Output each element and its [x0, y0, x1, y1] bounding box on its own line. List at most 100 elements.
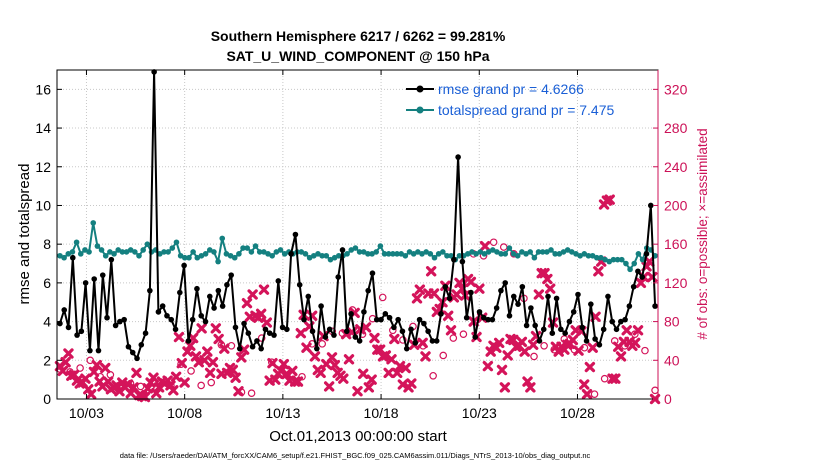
obs-assimilated-marker	[474, 283, 485, 294]
obs-assimilated-marker	[125, 387, 136, 399]
rmse-marker	[279, 324, 286, 331]
rmse-marker	[416, 316, 423, 323]
totalspread-marker	[231, 254, 238, 261]
obs-assimilated-marker	[329, 359, 341, 371]
totalspread-marker	[261, 249, 267, 255]
chart-title: Southern Hemisphere 6217 / 6262 = 99.281…	[211, 28, 506, 44]
rmse-series	[57, 69, 658, 362]
obs-assimilated-marker	[241, 298, 253, 309]
obs-assimilated-marker	[428, 288, 440, 299]
totalspread-marker	[344, 251, 350, 257]
rmse-marker	[343, 328, 350, 335]
rmse-marker	[493, 305, 500, 311]
obs-assimilated-series	[54, 194, 661, 405]
obs-assimilated-marker	[425, 266, 437, 277]
y-tick-label: 16	[35, 81, 51, 97]
rmse-marker	[391, 324, 397, 331]
y-tick-label: 8	[43, 236, 51, 252]
totalspread-marker	[94, 243, 101, 249]
rmse-marker	[600, 326, 607, 333]
obs-possible-marker	[600, 374, 609, 383]
rmse-marker	[540, 326, 547, 333]
rmse-marker	[549, 330, 556, 337]
obs-assimilated-marker	[182, 346, 193, 357]
rmse-marker	[172, 326, 179, 333]
obs-assimilated-marker	[80, 373, 91, 384]
totalspread-marker	[181, 254, 188, 261]
totalspread-series	[57, 220, 658, 273]
obs-assimilated-marker	[414, 284, 426, 295]
totalspread-marker	[127, 247, 134, 253]
rmse-marker	[215, 287, 222, 294]
legend-rmse-marker	[416, 85, 424, 93]
totalspread-marker	[190, 249, 196, 255]
totalspread-marker	[423, 249, 429, 255]
totalspread-marker	[177, 252, 184, 259]
totalspread-marker	[419, 251, 425, 257]
obs-possible-marker	[187, 367, 195, 375]
obs-possible-marker	[439, 351, 448, 360]
totalspread-marker	[265, 251, 271, 257]
obs-assimilated-marker	[301, 342, 312, 353]
rmse-marker	[403, 345, 410, 352]
rmse-marker	[309, 328, 316, 335]
rmse-marker	[609, 318, 616, 325]
rmse-marker	[425, 328, 431, 335]
totalspread-marker	[348, 247, 355, 253]
obs-assimilated-marker	[85, 388, 97, 400]
right-tick-label: 280	[664, 120, 688, 136]
obs-assimilated-marker	[100, 362, 111, 374]
rmse-marker	[249, 343, 256, 350]
obs-assimilated-marker	[111, 380, 122, 391]
totalspread-marker	[240, 245, 246, 251]
rmse-marker	[254, 338, 260, 344]
obs-assimilated-marker	[587, 342, 598, 353]
rmse-marker	[643, 251, 650, 257]
totalspread-marker	[377, 243, 384, 249]
obs-assimilated-marker	[60, 357, 71, 368]
totalspread-marker	[473, 251, 479, 257]
rmse-marker	[647, 202, 654, 209]
totalspread-marker	[86, 249, 92, 255]
obs-assimilated-marker	[196, 323, 207, 334]
rmse-marker	[181, 262, 187, 269]
obs-assimilated-marker	[213, 333, 224, 345]
rmse-marker	[472, 334, 479, 340]
rmse-marker	[583, 338, 590, 344]
totalspread-marker	[618, 256, 625, 263]
obs-assimilated-marker	[88, 366, 100, 378]
obs-assimilated-marker	[204, 367, 216, 379]
rmse-marker	[408, 326, 414, 333]
rmse-marker	[532, 322, 538, 329]
rmse-marker	[630, 283, 637, 290]
totalspread-marker	[252, 243, 259, 249]
rmse-marker	[185, 338, 192, 344]
rmse-marker	[91, 276, 97, 282]
totalspread-marker	[506, 245, 513, 251]
obs-assimilated-marker	[176, 357, 188, 369]
rmse-marker	[352, 334, 359, 340]
totalspread-marker	[514, 252, 521, 259]
right-tick-label: 200	[664, 197, 688, 213]
legend-rmse-label: rmse grand pr = 4.6266	[438, 81, 584, 97]
obs-assimilated-marker	[199, 355, 210, 366]
right-tick-label: 160	[664, 236, 688, 252]
totalspread-marker	[510, 251, 517, 257]
rmse-marker	[339, 247, 346, 253]
totalspread-marker	[373, 249, 380, 255]
obs-assimilated-marker	[357, 368, 369, 380]
totalspread-marker	[236, 251, 242, 257]
rmse-marker	[618, 318, 624, 325]
rmse-marker	[202, 318, 209, 325]
obs-assimilated-marker	[493, 337, 505, 349]
obs-assimilated-marker	[281, 368, 292, 380]
rmse-marker	[125, 343, 132, 350]
obs-assimilated-marker	[621, 325, 632, 336]
rmse-marker	[365, 287, 372, 294]
rmse-marker	[288, 251, 294, 257]
rmse-marker	[147, 287, 153, 294]
obs-assimilated-marker	[389, 333, 400, 345]
legend-spread-marker	[416, 106, 424, 114]
rmse-marker	[99, 272, 106, 278]
totalspread-marker	[306, 254, 313, 261]
